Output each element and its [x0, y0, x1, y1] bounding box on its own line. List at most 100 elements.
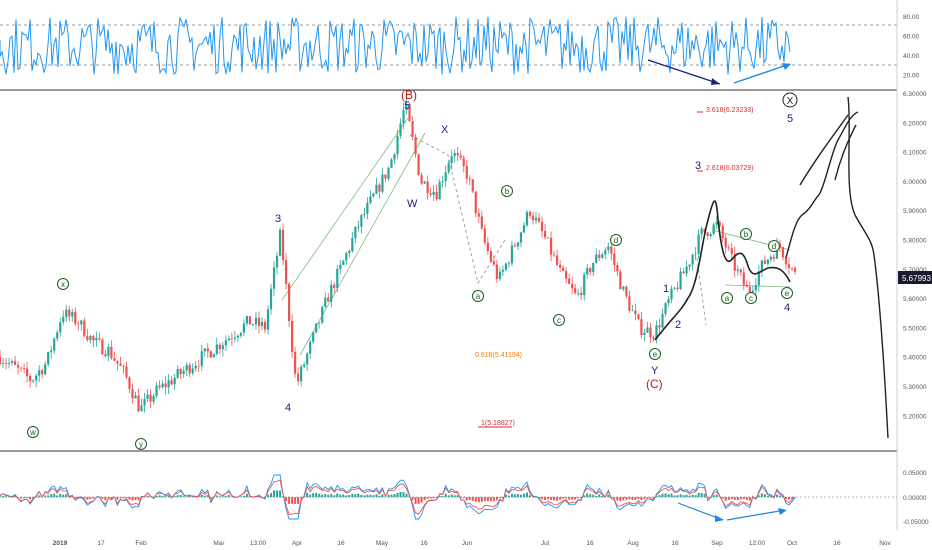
osc-bar [775, 494, 778, 498]
osc-bar [441, 496, 444, 498]
candle-body [646, 327, 649, 333]
osc-bar [559, 497, 562, 500]
circled-wave-label-a: a [472, 290, 484, 302]
candle-body [739, 269, 742, 273]
candle-body [77, 323, 80, 325]
candle-body [366, 202, 369, 214]
osc-bar [495, 497, 498, 501]
osc-bar [553, 497, 556, 501]
candle-body [215, 344, 218, 355]
osc-bar [613, 497, 616, 499]
candle-body [405, 104, 408, 111]
osc-bar [616, 497, 619, 501]
svg-text:X: X [787, 96, 794, 107]
osc-bar [504, 494, 507, 498]
osc-bar [426, 497, 429, 499]
osc-bar [640, 497, 643, 501]
osc-bar [372, 495, 375, 498]
wave-label-B: (B) [401, 88, 417, 102]
date-tick-label: Jul [541, 540, 550, 547]
candle-body [787, 264, 791, 268]
candle-body [19, 367, 23, 369]
osc-bar [333, 495, 336, 498]
candle-body [414, 136, 417, 155]
candle-body [447, 163, 450, 173]
candle-body [543, 231, 547, 238]
osc-bar [697, 492, 700, 498]
osc-bar [724, 497, 727, 501]
candle-body [766, 259, 769, 264]
svg-text:x: x [61, 280, 65, 289]
osc-bar [131, 497, 134, 501]
candle-body [26, 368, 29, 376]
candle-body [281, 229, 285, 261]
circled-wave-label-e: e [781, 287, 793, 299]
osc-bar [396, 492, 399, 498]
candle-body [224, 340, 227, 346]
osc-bar [405, 493, 408, 498]
candle-body [504, 263, 508, 270]
osc-bar [676, 495, 679, 498]
osc-bar [757, 495, 760, 498]
svg-text:e: e [653, 350, 658, 359]
candle-body [453, 152, 456, 157]
osc-bar [607, 494, 610, 498]
candle-body [396, 135, 399, 155]
candle-body [757, 271, 760, 286]
candle-body [351, 238, 354, 252]
osc-line-fast [0, 474, 796, 520]
osc-bar [65, 494, 68, 498]
price-tick-label: 5.50000 [903, 325, 927, 332]
osc-tick-label: 0.05000 [903, 470, 927, 477]
candle-body [378, 184, 381, 192]
candle-body [549, 237, 553, 255]
candle-body [275, 255, 279, 268]
osc-bar [679, 494, 682, 498]
candle-body [670, 288, 673, 300]
candle-body [200, 351, 203, 366]
candle-body [468, 178, 471, 180]
osc-bar [71, 496, 74, 498]
candle-body [221, 345, 224, 350]
candle-body [679, 271, 682, 290]
osc-bar [619, 497, 622, 502]
candle-body [92, 335, 95, 341]
candle-body [474, 191, 477, 214]
price-axis: 6.30000 6.20000 6.10000 6.00000 5.90000 5.800… [903, 91, 927, 420]
osc-bar [670, 493, 673, 498]
candle-body [577, 292, 580, 294]
date-tick-label: Nov [879, 540, 891, 547]
candle-body [682, 271, 685, 274]
candle-body [324, 297, 327, 307]
circled-wave-label-b: b [501, 185, 513, 197]
projection-curve-1 [654, 200, 791, 341]
candle-body [95, 338, 98, 341]
osc-bar [378, 495, 381, 498]
osc-bar [312, 493, 315, 498]
candle-body [402, 110, 405, 124]
candle-body [65, 309, 68, 318]
candle-body [4, 363, 8, 365]
osc-bar [110, 497, 113, 499]
candle-body [574, 288, 577, 294]
candle-body [7, 362, 11, 364]
candle-body [152, 395, 155, 402]
osc-divergence-line-2 [726, 509, 786, 521]
candle-body [700, 228, 703, 235]
osc-bar [209, 497, 212, 499]
osc-bar [276, 490, 279, 498]
osc-bar [306, 492, 309, 498]
candle-body [194, 365, 197, 369]
osc-bar [778, 495, 781, 498]
candle-body [167, 380, 170, 388]
osc-bar [92, 497, 95, 499]
osc-bar [224, 495, 227, 498]
candle-body [751, 290, 754, 293]
candle-body [116, 360, 119, 364]
candle-body [748, 286, 751, 293]
candle-body [269, 288, 273, 310]
candle-body [263, 321, 267, 330]
fib-3618-label: 3.618(6.23233) [706, 107, 753, 114]
candle-body [104, 354, 107, 357]
osc-bar [257, 496, 260, 498]
